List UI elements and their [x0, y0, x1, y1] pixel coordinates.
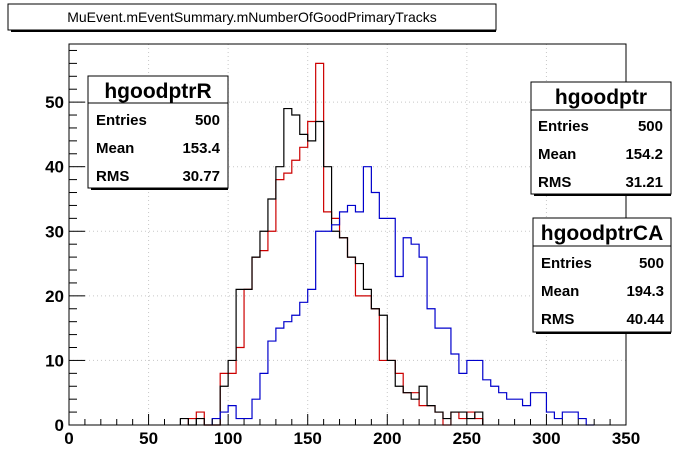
mean-value: 154.2 [625, 146, 663, 163]
stats-name: hgoodptrCA [541, 222, 663, 245]
stats-shadow [536, 332, 671, 334]
series-hgoodptrR [187, 62, 484, 426]
chart-title: MuEvent.mEventSummary.mNumberOfGoodPrima… [67, 9, 437, 25]
mean-value: 194.3 [626, 283, 664, 300]
stats-box-hgoodptrCA: hgoodptrCA Entries 500 Mean 194.3 RMS 40… [532, 217, 672, 334]
entries-label: Entries [96, 112, 147, 129]
x-tick-label: 200 [373, 429, 401, 448]
entries-value: 500 [639, 255, 664, 272]
x-tick-label: 100 [214, 429, 242, 448]
entries-label: Entries [538, 118, 589, 135]
stats-name: hgoodptr [555, 86, 647, 109]
y-tick-label: 40 [45, 158, 64, 177]
stats-shadow [534, 194, 671, 196]
rms-value: 31.21 [625, 174, 663, 191]
title-shadow [11, 30, 496, 32]
y-tick-label: 30 [45, 222, 64, 241]
series-layer [179, 62, 595, 426]
rms-label: RMS [541, 311, 574, 328]
x-tick-label: 50 [139, 429, 158, 448]
stats-shadow [91, 188, 228, 190]
stats-name: hgoodptrR [104, 80, 211, 103]
y-tick-label: 10 [45, 351, 64, 370]
x-tick-label: 150 [294, 429, 322, 448]
rms-value: 30.77 [182, 168, 220, 185]
y-tick-label: 0 [55, 416, 64, 435]
series-hgoodptrCA [211, 166, 595, 426]
mean-label: Mean [96, 140, 134, 157]
title-frame [7, 3, 497, 31]
mean-label: Mean [538, 146, 576, 163]
x-tick-label: 350 [612, 429, 640, 448]
x-tick-label: 0 [64, 429, 73, 448]
y-tick-label: 50 [45, 93, 64, 112]
entries-label: Entries [541, 255, 592, 272]
title-box: MuEvent.mEventSummary.mNumberOfGoodPrima… [7, 3, 497, 32]
axes: 0 50 100 150 200 250 300 350 0 10 20 30 40 50 [45, 49, 640, 448]
stats-box-hgoodptrR: hgoodptrR Entries 500 Mean 153.4 RMS 30.… [87, 75, 229, 190]
stats-frame [530, 81, 672, 195]
entries-value: 500 [638, 118, 663, 135]
rms-label: RMS [538, 174, 571, 191]
rms-value: 40.44 [626, 311, 664, 328]
y-tick-label: 20 [45, 287, 64, 306]
x-tick-label: 300 [532, 429, 560, 448]
mean-value: 153.4 [182, 140, 220, 157]
stats-frame [532, 217, 672, 333]
stats-box-hgoodptr: hgoodptr Entries 500 Mean 154.2 RMS 31.2… [530, 81, 672, 196]
rms-label: RMS [96, 168, 129, 185]
x-tick-label: 250 [453, 429, 481, 448]
entries-value: 500 [195, 112, 220, 129]
mean-label: Mean [541, 283, 579, 300]
